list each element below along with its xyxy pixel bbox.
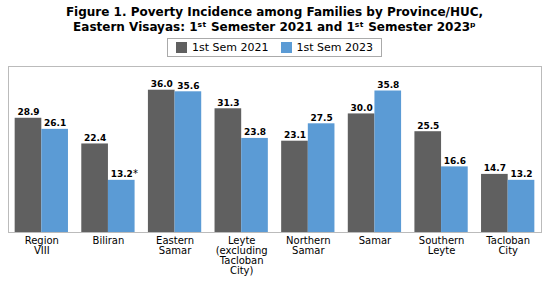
- html-text:1st Sem 2023: 1st Sem 2023: [296, 41, 373, 54]
- svg-text:27.5: 27.5: [311, 113, 333, 123]
- svg-text:28.9: 28.9: [17, 107, 39, 117]
- svg-text:EasternSamar: EasternSamar: [156, 235, 194, 256]
- html-text:Figure 1. Poverty Incidence am: Figure 1. Poverty Incidence among Famili…: [65, 5, 484, 34]
- svg-text:16.6: 16.6: [444, 156, 466, 166]
- svg-text:22.4: 22.4: [84, 133, 106, 143]
- html-text:1st Sem 2021: 1st Sem 2021: [192, 41, 269, 54]
- svg-text:Biliran: Biliran: [93, 235, 125, 246]
- svg-text:Samar: Samar: [359, 235, 392, 246]
- svg-text:13.2: 13.2: [510, 169, 532, 179]
- svg-text:26.1: 26.1: [44, 118, 66, 128]
- svg-text:36.0: 36.0: [151, 79, 173, 89]
- svg-text:14.7: 14.7: [484, 163, 506, 173]
- svg-text:NorthernSamar: NorthernSamar: [286, 235, 330, 256]
- svg-text:RegionVIII: RegionVIII: [25, 235, 59, 256]
- svg-text:13.2: 13.2: [111, 169, 133, 179]
- svg-text:23.1: 23.1: [284, 130, 306, 140]
- svg-text:25.5: 25.5: [417, 121, 439, 131]
- svg-text:23.8: 23.8: [244, 127, 266, 137]
- svg-text:35.6: 35.6: [177, 81, 199, 91]
- svg-text:*: *: [133, 168, 138, 179]
- svg-text:TaclobanCity: TaclobanCity: [485, 235, 530, 256]
- svg-text:SouthernLeyte: SouthernLeyte: [419, 235, 465, 256]
- svg-text:Leyte(excludingTaclobanCity): Leyte(excludingTaclobanCity): [216, 235, 268, 276]
- svg-text:30.0: 30.0: [351, 103, 373, 113]
- svg-text:35.8: 35.8: [377, 80, 399, 90]
- svg-text:31.3: 31.3: [217, 98, 239, 108]
